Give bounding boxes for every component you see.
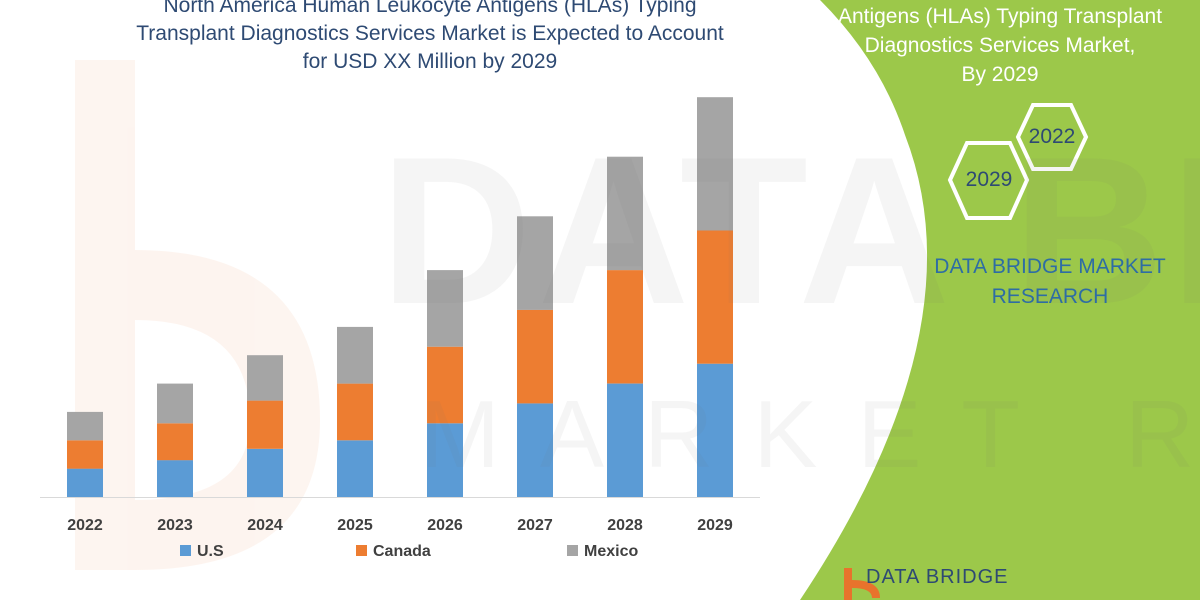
green-panel <box>800 0 1200 600</box>
bar-2022-us <box>67 468 103 497</box>
legend-label: U.S <box>197 543 224 560</box>
bar-2028-mexico <box>607 156 643 271</box>
legend-swatch <box>567 545 578 556</box>
x-tick-label: 2022 <box>67 517 103 534</box>
bar-series-group <box>67 97 733 497</box>
hex-label-2022: 2022 <box>1028 125 1076 148</box>
bar-2025-canada <box>337 383 373 441</box>
watermark-logo <box>75 60 320 570</box>
bar-2027-canada <box>517 309 553 404</box>
chart-title-line-1: North America Human Leukocyte Antigens (… <box>163 0 697 17</box>
bar-2022-canada <box>67 440 103 469</box>
bar-2027-mexico <box>517 216 553 310</box>
bar-2024-us <box>247 448 283 497</box>
brand-name: DATA BRIDGE MARKET RESEARCH <box>900 252 1200 312</box>
bar-2025-us <box>337 440 373 497</box>
bar-2027-us <box>517 403 553 497</box>
x-tick-label: 2023 <box>157 517 193 534</box>
x-tick-labels: 2022 2023 2024 2025 2026 2027 2028 2029 <box>67 517 733 534</box>
x-tick-label: 2028 <box>607 517 643 534</box>
hex-label-2029: 2029 <box>965 168 1013 191</box>
legend: U.S Canada Mexico <box>180 543 638 560</box>
bar-2023-us <box>157 460 193 497</box>
panel-title-line-1: Antigens (HLAs) Typing Transplant <box>837 5 1163 28</box>
bar-2028-canada <box>607 270 643 384</box>
x-tick-label: 2025 <box>337 517 373 534</box>
legend-item-canada: Canada <box>356 543 431 560</box>
bar-2029-mexico <box>697 97 733 231</box>
legend-label: Canada <box>373 543 431 560</box>
bar-2028-us <box>607 383 643 497</box>
legend-swatch <box>180 545 191 556</box>
bar-2024-canada <box>247 400 283 449</box>
panel-title: Antigens (HLAs) Typing Transplant Diagno… <box>810 2 1190 89</box>
bar-2023-mexico <box>157 383 193 424</box>
x-tick-label: 2024 <box>247 517 283 534</box>
bar-2022-mexico <box>67 411 103 441</box>
bar-2026-mexico <box>427 270 463 347</box>
hex-badge-2029 <box>947 141 1030 220</box>
bar-2025-mexico <box>337 326 373 384</box>
x-tick-label: 2026 <box>427 517 463 534</box>
brand-line-2: RESEARCH <box>991 285 1109 308</box>
legend-swatch <box>356 545 367 556</box>
bar-2026-canada <box>427 346 463 424</box>
legend-label: Mexico <box>584 543 638 560</box>
legend-item-mexico: Mexico <box>567 543 638 560</box>
x-tick-label: 2027 <box>517 517 553 534</box>
brand-line-1: DATA BRIDGE MARKET <box>934 255 1166 278</box>
chart-title-line-3: for USD XX Million by 2029 <box>302 50 558 73</box>
panel-title-line-2: Diagnostics Services Market, <box>864 34 1136 57</box>
hex-badge-2022 <box>1015 103 1089 171</box>
bar-2023-canada <box>157 423 193 461</box>
legend-item-us: U.S <box>180 543 224 560</box>
footer-logo-mark <box>844 568 880 600</box>
bar-2026-us <box>427 423 463 497</box>
bar-2024-mexico <box>247 355 283 401</box>
footer-logo-text: DATA BRIDGE <box>866 566 1009 588</box>
x-tick-label: 2029 <box>697 517 733 534</box>
panel-title-line-3: By 2029 <box>961 63 1039 86</box>
chart-title: North America Human Leukocyte Antigens (… <box>60 0 800 76</box>
chart-title-line-2: Transplant Diagnostics Services Market i… <box>136 22 724 45</box>
bar-2029-us <box>697 363 733 497</box>
bar-2029-canada <box>697 230 733 364</box>
